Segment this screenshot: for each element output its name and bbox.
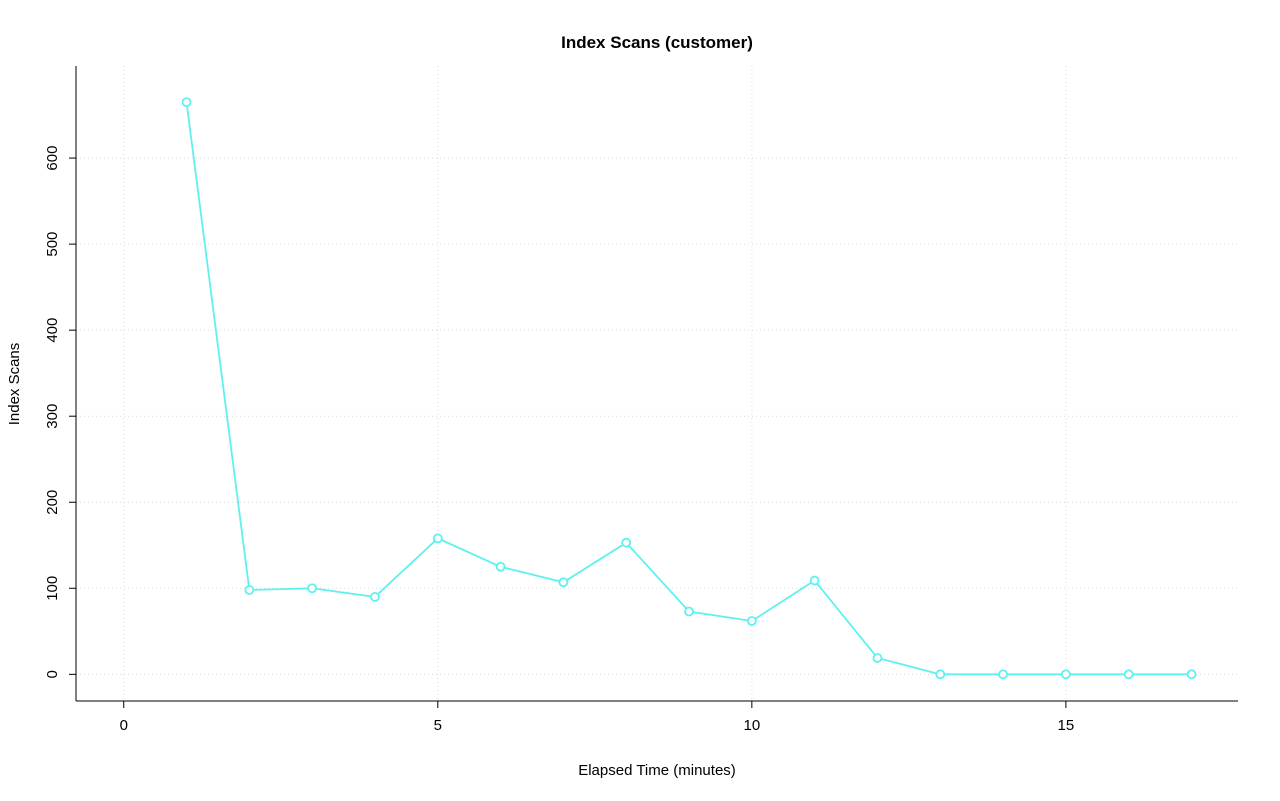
y-tick-label: 500	[44, 232, 61, 257]
x-tick-label: 10	[744, 717, 761, 734]
x-tick-label: 5	[434, 717, 442, 734]
y-axis-title: Index Scans	[6, 343, 23, 426]
data-point	[1123, 669, 1134, 680]
y-tick-label: 100	[44, 576, 61, 601]
x-tick-label: 0	[120, 717, 128, 734]
data-point	[998, 669, 1008, 680]
data-point	[621, 537, 632, 548]
data-point	[684, 606, 694, 617]
data-point	[370, 591, 380, 602]
data-point	[432, 533, 443, 544]
y-tick-label: 300	[44, 404, 61, 429]
data-point	[181, 97, 192, 108]
x-axis-title: Elapsed Time (minutes)	[578, 762, 736, 779]
y-tick-label: 400	[44, 318, 61, 343]
data-point	[872, 653, 883, 663]
plot-area: 0 5 10 15 0 100 200 300 400 500 600	[44, 66, 1238, 734]
data-point	[1186, 669, 1197, 680]
data-point	[244, 585, 255, 595]
y-tick-label: 200	[44, 490, 61, 515]
data-point	[809, 575, 820, 586]
data-point	[1060, 669, 1071, 680]
data-point	[558, 577, 569, 588]
data-point	[495, 561, 506, 572]
data-point	[307, 583, 318, 594]
chart-title: Index Scans (customer)	[561, 33, 753, 52]
y-tick-label: 0	[44, 670, 61, 678]
data-point	[935, 669, 946, 680]
data-point	[746, 616, 757, 626]
y-tick-label: 600	[44, 146, 61, 171]
x-tick-label: 15	[1058, 717, 1075, 734]
